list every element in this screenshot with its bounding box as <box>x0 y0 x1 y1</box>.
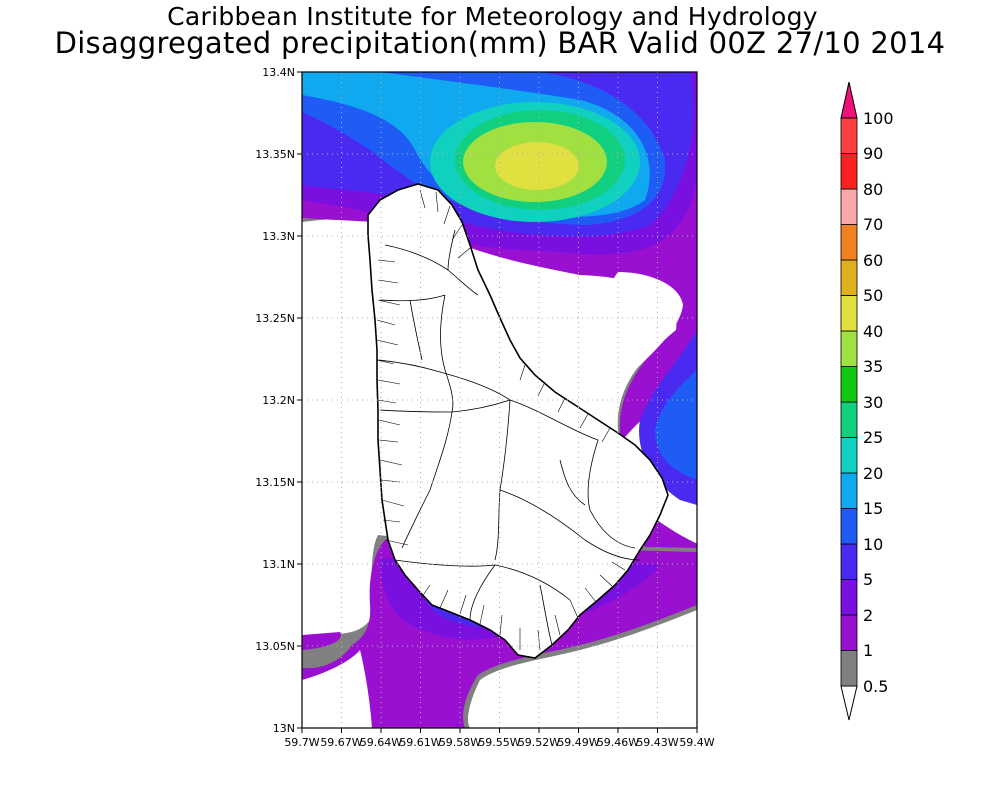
lat-label: 13.05N <box>255 640 295 653</box>
colorbar-label: 15 <box>863 499 883 518</box>
lat-label: 13.2N <box>262 394 295 407</box>
coastal-drainage <box>376 189 626 651</box>
colorbar-swatch <box>840 117 858 154</box>
colorbar-label: 100 <box>863 109 894 128</box>
precip-core-40mm <box>495 142 579 190</box>
colorbar-labels: 0.5 1 2 5 10 15 20 25 30 35 40 50 60 70 … <box>863 109 894 696</box>
colorbar-label: 40 <box>863 322 883 341</box>
lon-label: 59.67W <box>320 736 362 749</box>
colorbar-label: 30 <box>863 393 883 412</box>
lon-axis-labels: 59.7W 59.67W 59.64W 59.61W 59.58W 59.55W… <box>284 736 714 749</box>
colorbar-swatch <box>840 472 858 509</box>
colorbar-swatch <box>840 543 858 580</box>
colorbar-swatch <box>840 614 858 651</box>
colorbar-label: 10 <box>863 535 883 554</box>
colorbar-max-triangle <box>840 81 858 119</box>
island-barbados <box>367 183 669 659</box>
clear-area-southwest-2 <box>302 650 372 728</box>
colorbar-swatch <box>840 437 858 474</box>
colorbar-label: 2 <box>863 606 873 625</box>
grid-lines <box>302 72 697 728</box>
lat-label: 13.15N <box>255 476 295 489</box>
colorbar-label: 90 <box>863 144 883 163</box>
colorbar-label: 5 <box>863 570 873 589</box>
lon-label: 59.64W <box>360 736 402 749</box>
colorbar-label: 50 <box>863 286 883 305</box>
colorbar-swatch <box>840 330 858 367</box>
lat-label: 13.3N <box>262 230 295 243</box>
lon-label: 59.58W <box>439 736 481 749</box>
colorbar-label: 1 <box>863 641 873 660</box>
lon-label: 59.46W <box>597 736 639 749</box>
lat-label: 13.1N <box>262 558 295 571</box>
chart-title-line2: Disaggregated precipitation(mm) BAR Vali… <box>54 26 946 60</box>
lon-label: 59.7W <box>284 736 319 749</box>
colorbar-label: 25 <box>863 428 883 447</box>
colorbar-swatch <box>840 224 858 261</box>
colorbar-label: 20 <box>863 464 883 483</box>
colorbar-swatch <box>840 259 858 296</box>
colorbar-label: 80 <box>863 180 883 199</box>
lat-label: 13.25N <box>255 312 295 325</box>
lon-label: 59.61W <box>399 736 441 749</box>
colorbar-swatch <box>840 188 858 225</box>
colorbar-swatch <box>840 153 858 190</box>
colorbar-label: 0.5 <box>863 677 888 696</box>
colorbar-label: 60 <box>863 251 883 270</box>
colorbar-swatch <box>840 366 858 403</box>
lat-label: 13.4N <box>262 66 295 79</box>
chart-title-line1: Caribbean Institute for Meteorology and … <box>167 2 818 31</box>
lat-axis-labels: 13.4N 13.35N 13.3N 13.25N 13.2N 13.15N 1… <box>255 66 295 735</box>
lon-label: 59.52W <box>518 736 560 749</box>
precip-band-east-20mm <box>655 370 697 480</box>
colorbar-label: 35 <box>863 357 883 376</box>
lon-label: 59.43W <box>636 736 678 749</box>
clear-area-southwest <box>302 540 372 635</box>
lat-label: 13N <box>273 722 295 735</box>
clear-area-east <box>595 272 683 380</box>
parish-boundaries <box>377 229 641 646</box>
colorbar-swatch <box>840 508 858 545</box>
tick-marks <box>297 71 698 733</box>
colorbar-swatch <box>840 401 858 438</box>
lon-label: 59.4W <box>679 736 714 749</box>
lat-label: 13.35N <box>255 148 295 161</box>
colorbar-swatch <box>840 650 858 687</box>
colorbar-min-triangle <box>840 685 858 721</box>
colorbar: 0.5 1 2 5 10 15 20 25 30 35 40 50 60 70 … <box>840 81 894 721</box>
island-fill <box>367 183 669 659</box>
colorbar-swatch <box>840 579 858 616</box>
lon-label: 59.49W <box>557 736 599 749</box>
colorbar-label: 70 <box>863 215 883 234</box>
lon-label: 59.55W <box>478 736 520 749</box>
colorbar-swatch <box>840 295 858 332</box>
